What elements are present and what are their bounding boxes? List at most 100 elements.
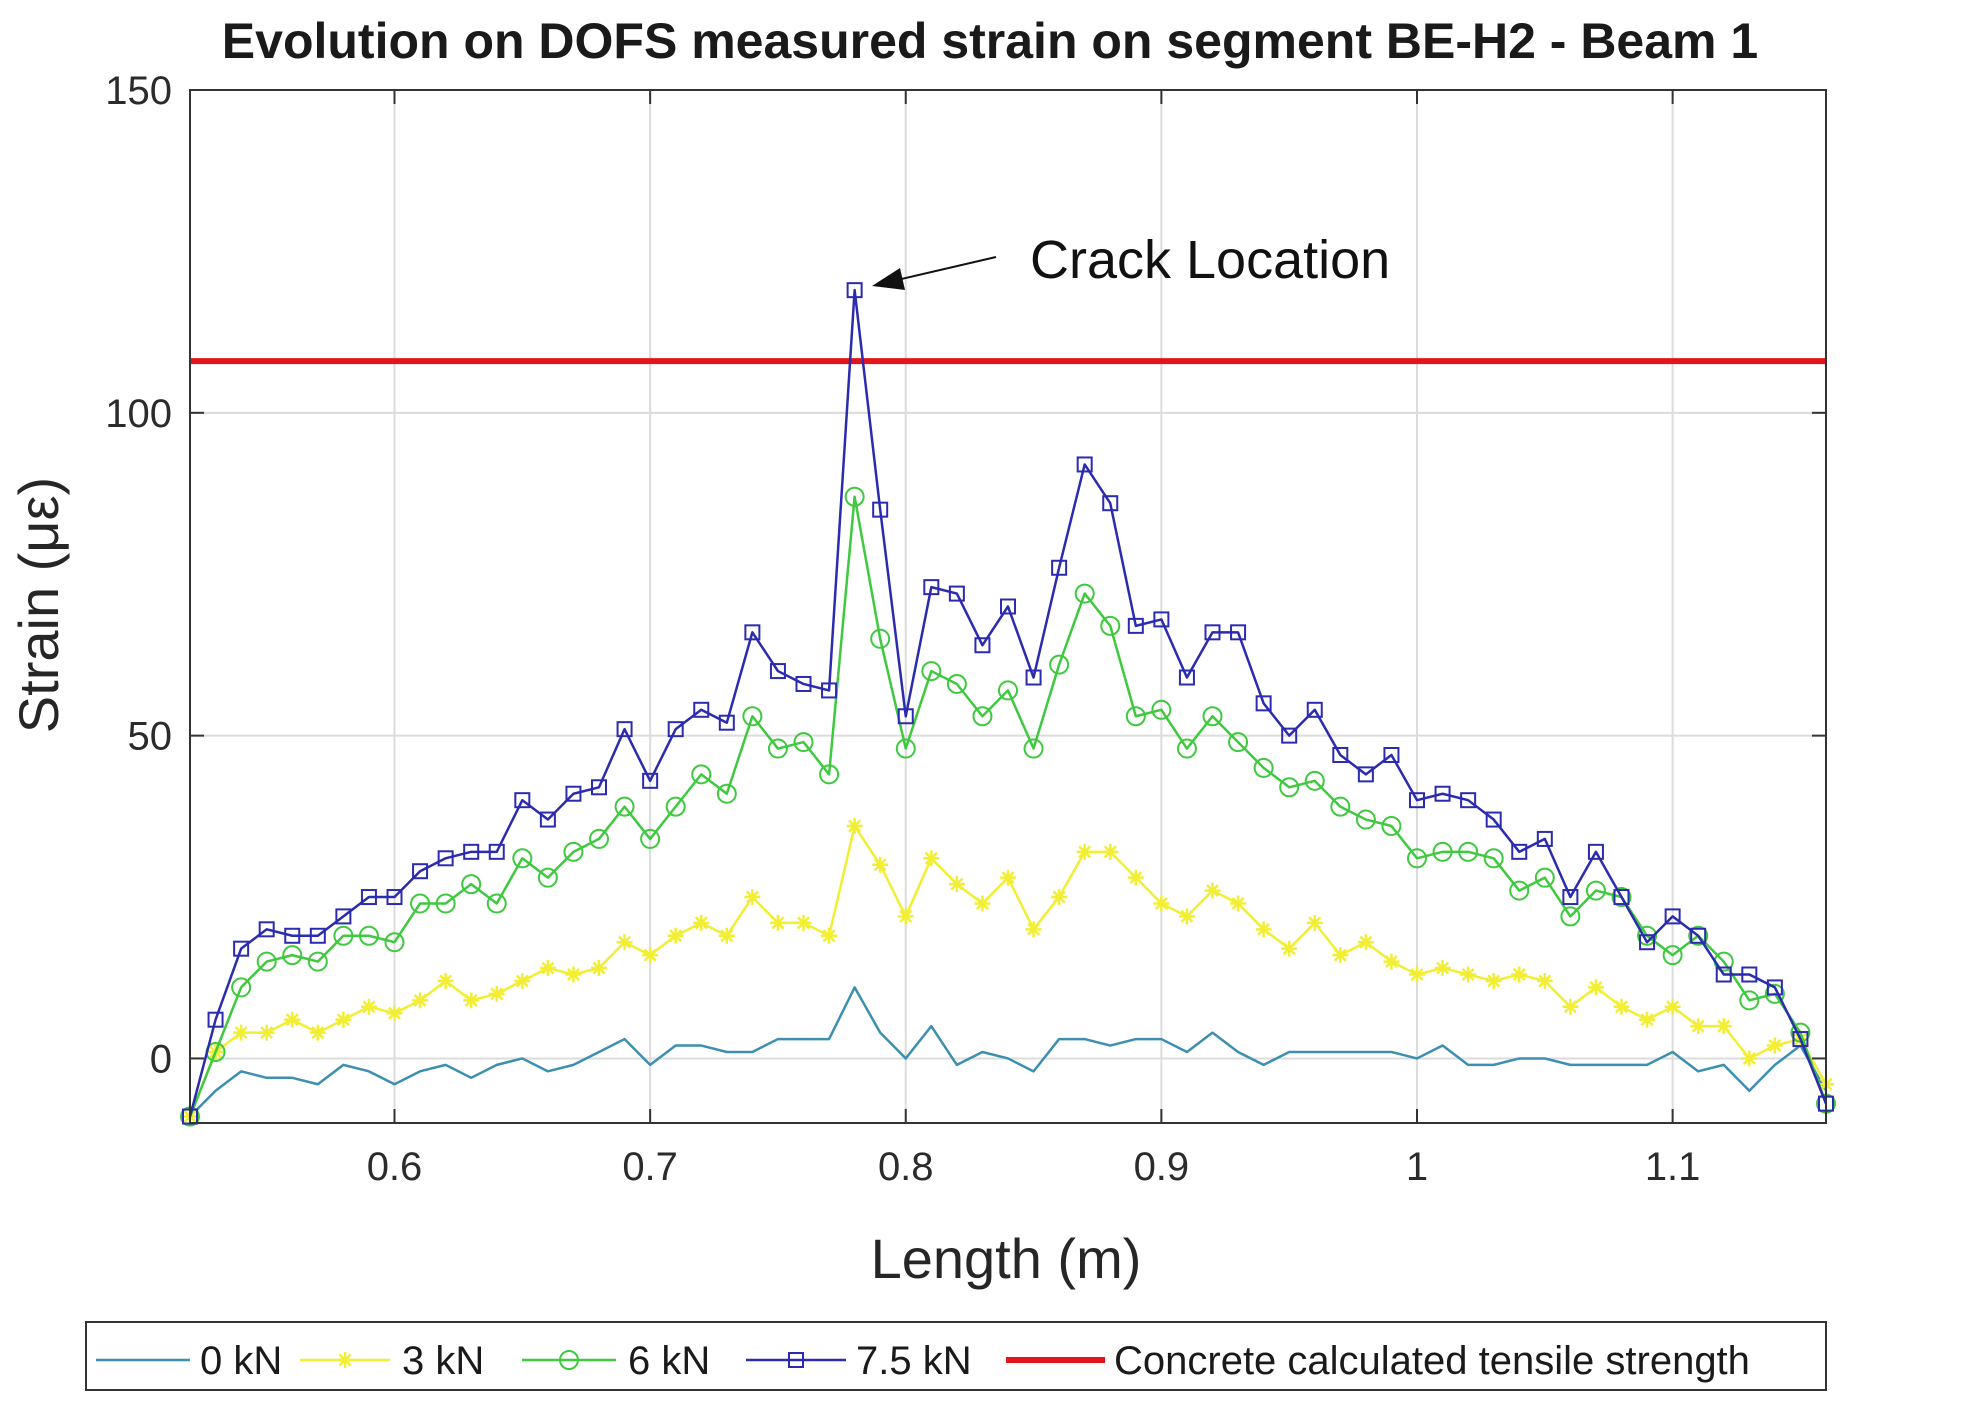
data-point [870,628,891,649]
data-point [693,914,710,931]
data-point [1153,895,1170,912]
data-point [486,893,507,914]
legend-label: 0 kN [200,1339,282,1383]
series-6-kn [180,486,1836,1127]
data-point [742,706,763,727]
x-tick-label: 0.7 [622,1145,678,1189]
tick-labels: 0.6 0.7 0.8 0.9 1 1.1 0 50 100 150 [105,69,1700,1189]
data-point [1153,611,1170,628]
data-point [463,992,480,1009]
series-7.5-kn [182,282,1834,1125]
legend-label: 7.5 kN [856,1339,972,1383]
data-point [716,783,737,804]
data-point [1485,972,1502,989]
data-point [1587,843,1604,860]
data-point [309,927,326,944]
data-point [358,925,379,946]
data-point [1664,998,1681,1015]
x-tick-label: 0.8 [878,1145,934,1189]
data-point [1764,983,1785,1004]
data-point [589,828,609,849]
crack-arrow-head [872,268,905,290]
data-point [897,908,914,925]
data-point [1025,669,1042,686]
data-point [1536,830,1553,847]
data-point [437,850,454,867]
legend-marker [337,1352,353,1368]
data-point [233,1024,250,1041]
data-point [1000,869,1016,886]
data-point [437,972,454,989]
data-point [1281,727,1298,744]
data-point [1230,895,1247,912]
data-point [384,932,405,953]
y-tick-label: 50 [128,715,173,759]
data-point [1228,732,1249,753]
data-point [1051,889,1068,906]
legend-entry: 7.5 kN [746,1339,972,1383]
legend-entry: Concrete calculated tensile strength [1006,1339,1750,1383]
y-axis-label: Strain (με) [7,477,70,733]
data-point [309,1024,326,1041]
data-point [923,579,940,596]
data-point [258,1024,275,1041]
data-point [974,895,991,912]
data-point [1690,927,1707,944]
data-point [1460,966,1477,983]
y-tick-label: 100 [105,392,172,436]
data-point [1509,880,1530,901]
data-point [1127,869,1144,886]
data-point [1741,1050,1758,1067]
data-point [1562,889,1579,906]
data-point [335,908,352,925]
data-point [872,501,889,518]
data-point [333,925,354,946]
legend-label: Concrete calculated tensile strength [1114,1339,1750,1383]
data-point [1304,770,1325,791]
data-point [1178,669,1195,686]
data-point [744,889,761,906]
data-point [1279,777,1300,798]
data-point [1792,1031,1809,1048]
data-point [665,796,686,817]
data-point [1204,882,1221,899]
data-point [1383,746,1400,763]
y-tick-label: 150 [105,69,172,113]
crack-location-label: Crack Location [1030,230,1390,290]
axes-box [189,89,1827,1124]
data-point [846,282,863,299]
data-point [1460,792,1477,809]
data-point [1407,848,1427,869]
data-point [1511,966,1528,983]
data-point [1511,843,1528,860]
legend-marker [559,1350,579,1370]
data-point [539,811,556,828]
data-point [1613,998,1630,1015]
data-point [307,951,328,972]
data-point [744,624,761,641]
x-tick-label: 0.6 [367,1145,423,1189]
data-point [1766,1037,1783,1054]
data-point [386,889,403,906]
data-point [1332,947,1349,964]
data-point [461,874,482,895]
data-point [667,721,684,738]
data-point [1536,972,1553,989]
data-point [1432,841,1453,862]
data-point [1560,906,1581,927]
data-point [769,914,786,931]
data-point [718,927,735,944]
data-point [1534,867,1555,888]
data-point [1049,654,1070,675]
series-group [180,282,1836,1127]
data-point [565,785,582,802]
series-line [188,495,1828,1118]
data-point [1151,699,1172,720]
legend: 0 kN 3 kN 6 kN 7.5 kN Concrete calculated te… [85,1321,1827,1391]
data-point [1127,617,1144,634]
data-point [282,945,303,966]
data-point [1357,766,1374,783]
series-3-kn [182,818,1834,1125]
data-point [616,934,633,951]
x-tick-label: 1.1 [1645,1145,1701,1189]
